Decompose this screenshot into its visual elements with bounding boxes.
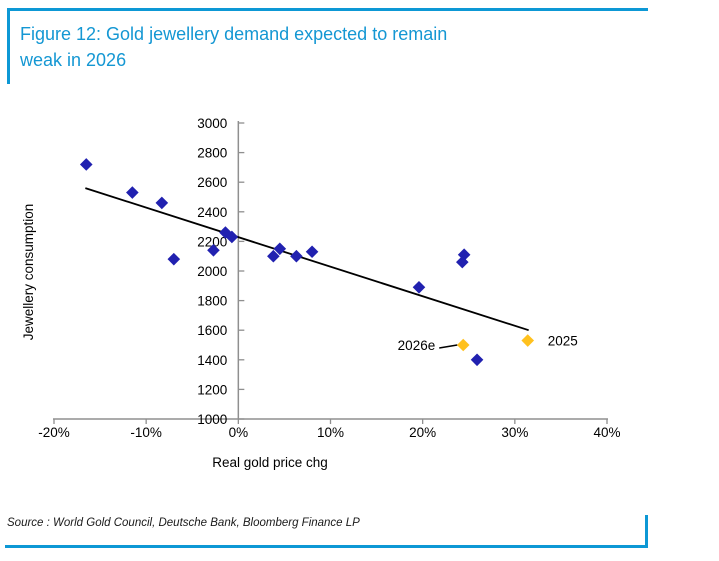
y-tick-label: 1800 [197,294,227,309]
y-tick-label: 2200 [197,234,227,249]
data-point-historical-years [290,249,303,263]
y-tick-label: 2800 [197,146,227,161]
top-border-line [7,8,648,11]
y-tick-label: 2600 [197,175,227,190]
data-point-historical-years [470,353,484,367]
x-tick-label: 30% [501,425,528,440]
y-tick-label: 1400 [197,353,227,368]
x-tick-label: 10% [317,425,344,440]
data-point-historical-years [155,196,169,210]
title-left-border-line [7,8,10,84]
bottom-border-line [5,545,648,548]
trend-line [85,187,529,332]
data-point-historical-years [455,255,469,269]
data-point-historical-years [79,158,93,171]
y-axis-title: Jewellery consumption [21,204,36,341]
figure-title-line2: weak in 2026 [20,50,127,70]
data-point-historical-years [273,242,287,256]
x-tick-label: 40% [593,425,620,440]
annotation-label-2025: 2025 [548,334,578,349]
data-point-historical-years [267,249,280,263]
y-tick-label: 3000 [197,116,227,131]
data-point-historical-years [219,226,232,239]
x-tick-label: 0% [229,425,249,440]
x-tick-label: -20% [38,425,70,440]
y-tick-label: 1600 [197,323,227,338]
data-point-historical-years [207,243,220,257]
figure-title: Figure 12: Gold jewellery demand expecte… [20,21,640,73]
figure-title-line1: Figure 12: Gold jewellery demand expecte… [20,24,448,44]
y-tick-label: 2000 [197,264,227,279]
data-point-historical-years [167,252,181,266]
data-point-historical-years [412,280,426,294]
y-tick-label: 1000 [197,412,227,427]
data-point-historical-years [305,245,319,259]
data-point-highlighted-years [456,338,470,352]
y-tick-label: 1200 [197,382,227,397]
data-point-historical-years [126,186,139,199]
data-point-highlighted-years [521,334,535,347]
x-tick-label: 20% [409,425,436,440]
annotation-leader-2026e [439,344,458,349]
data-point-historical-years [225,230,239,244]
annotation-label-2026e: 2026e [398,338,436,353]
y-tick-label: 2400 [197,205,227,220]
x-axis-title: Real gold price chg [212,455,328,470]
source-text: Source : World Gold Council, Deutsche Ba… [7,517,360,529]
bottom-right-border-line [645,515,648,548]
x-tick-label: -10% [130,425,162,440]
